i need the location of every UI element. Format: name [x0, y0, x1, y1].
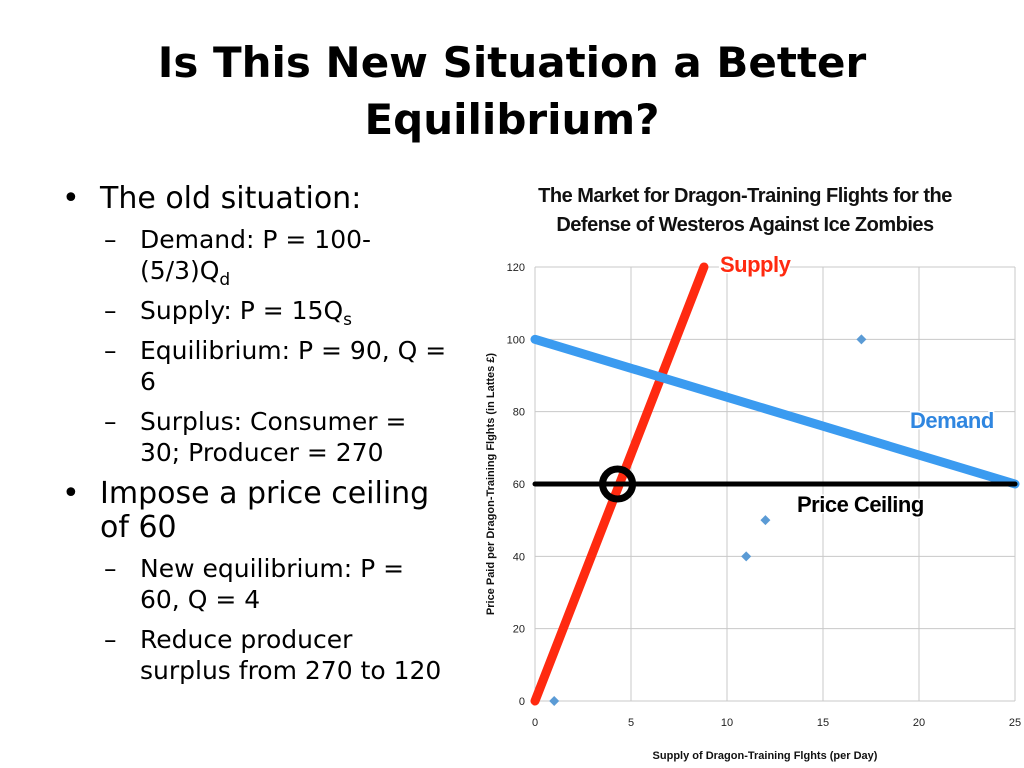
scatter-point: [549, 696, 560, 706]
scatter-point: [856, 334, 867, 345]
x-tick-label: 10: [721, 717, 733, 729]
bullet-price-ceiling: Impose a price ceiling of 60: [60, 477, 450, 545]
supply-label: Supply: [720, 252, 792, 277]
y-tick-label: 40: [513, 551, 525, 563]
scatter-point: [760, 515, 771, 526]
y-tick-label: 120: [507, 262, 525, 274]
price-ceiling-label: Price Ceiling: [797, 492, 924, 517]
x-tick-label: 20: [913, 717, 925, 729]
demand-label: Demand: [910, 408, 994, 433]
y-tick-label: 0: [519, 696, 525, 708]
sub-bullet-producer-surplus: Reduce producer surplus from 270 to 120: [60, 624, 450, 686]
x-tick-label: 15: [817, 717, 829, 729]
slide-title: Is This New Situation a Better Equilibri…: [0, 34, 1024, 148]
title-line-2: Equilibrium?: [364, 95, 660, 144]
y-axis-label: Price Paid per Dragon-Training Flghts (i…: [485, 353, 497, 616]
market-chart: 0 20 40 60 80 100 120 0 5 10 15 20 25 Supply of Drago…: [485, 251, 1021, 763]
chart-title: The Market for Dragon-Training Flights f…: [520, 182, 970, 240]
sub-bullet-surplus: Surplus: Consumer = 30; Producer = 270: [60, 406, 450, 468]
title-line-1: Is This New Situation a Better: [157, 38, 867, 87]
x-axis-label: Supply of Dragon-Training Flghts (per Da…: [653, 750, 878, 762]
sub-bullet-equilibrium: Equilibrium: P = 90, Q = 6: [60, 335, 450, 397]
new-equilibrium-marker: [599, 465, 637, 503]
x-tick-label: 25: [1009, 717, 1021, 729]
demand-line: [530, 334, 1020, 489]
sub-bullet-demand: Demand: P = 100-(5/3)Qd: [60, 224, 450, 289]
bullet-list: The old situation: Demand: P = 100-(5/3)…: [60, 182, 450, 695]
chart-title-line-2: Defense of Westeros Against Ice Zombies: [556, 214, 934, 236]
scatter-point: [741, 551, 752, 562]
sub-bullet-new-equilibrium: New equilibrium: P = 60, Q = 4: [60, 553, 450, 615]
x-tick-label: 5: [628, 717, 634, 729]
chart-title-line-1: The Market for Dragon-Training Flights f…: [538, 185, 952, 207]
sub-bullet-supply: Supply: P = 15Qs: [60, 295, 450, 329]
y-tick-label: 100: [507, 334, 525, 346]
y-tick-label: 20: [513, 624, 525, 636]
y-tick-label: 60: [513, 479, 525, 491]
x-tick-label: 0: [532, 717, 538, 729]
y-tick-label: 80: [513, 407, 525, 419]
bullet-old-situation: The old situation:: [60, 182, 450, 217]
